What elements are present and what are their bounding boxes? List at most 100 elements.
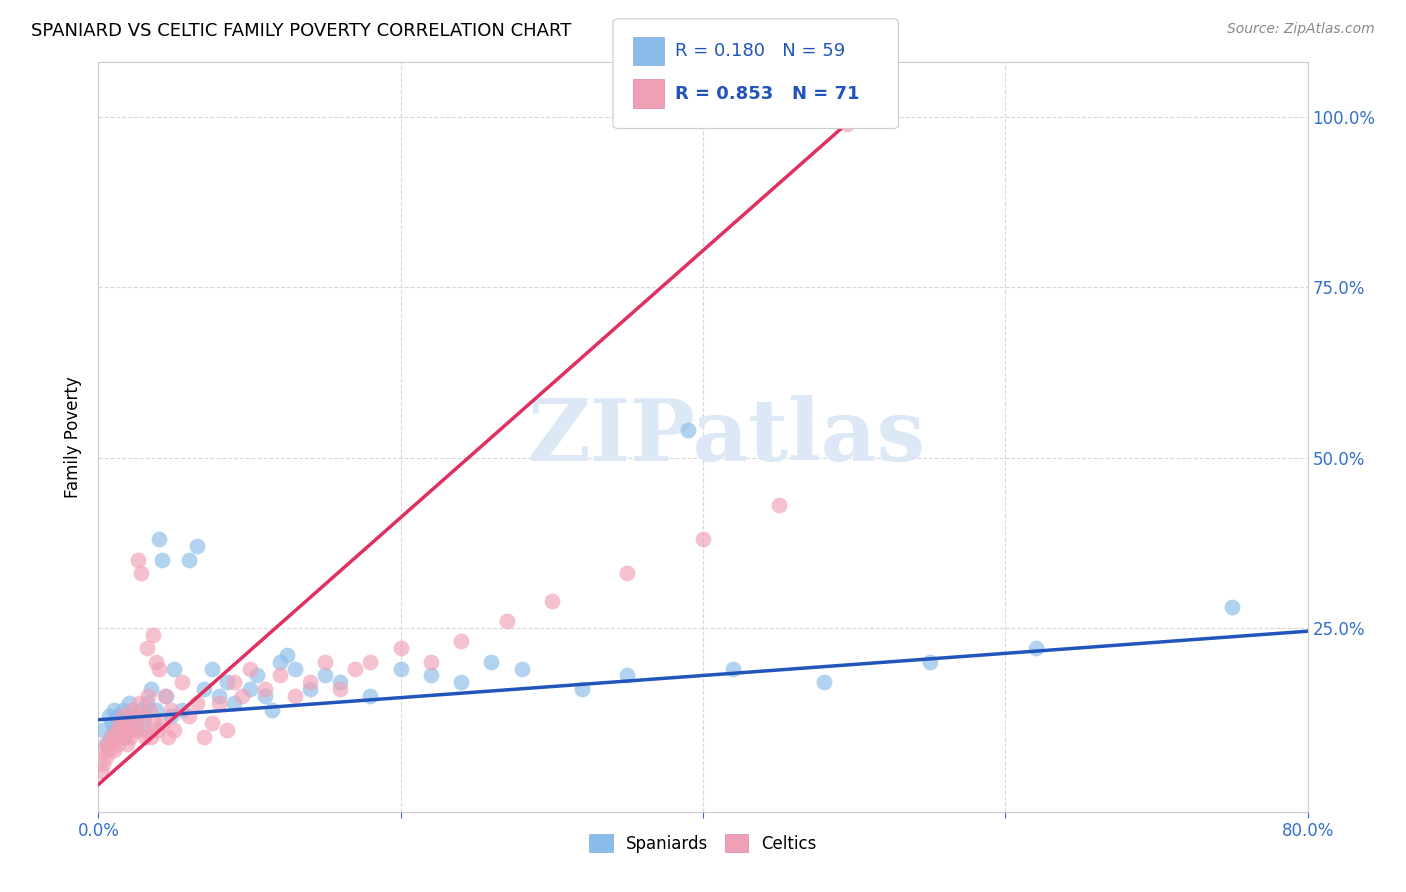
Point <box>253 689 276 703</box>
Point <box>156 730 179 744</box>
Point <box>224 696 246 710</box>
Point <box>108 716 131 731</box>
Point <box>141 730 163 744</box>
Point <box>96 737 118 751</box>
Point <box>90 764 112 778</box>
Point <box>103 702 125 716</box>
Point <box>118 696 141 710</box>
Point <box>239 662 262 676</box>
Point <box>107 737 129 751</box>
Point <box>201 662 224 676</box>
Point <box>420 655 443 669</box>
Point <box>136 689 159 703</box>
Text: R = 0.853   N = 71: R = 0.853 N = 71 <box>675 85 859 103</box>
Point <box>115 716 138 731</box>
Point <box>329 682 352 697</box>
Point <box>110 723 132 737</box>
Point <box>314 655 336 669</box>
Point <box>150 552 173 566</box>
Point <box>284 662 307 676</box>
Point <box>918 655 941 669</box>
Point <box>121 709 143 723</box>
Point <box>100 730 122 744</box>
Point <box>481 655 503 669</box>
Point <box>299 682 322 697</box>
Point <box>329 675 352 690</box>
Point <box>224 675 246 690</box>
Point <box>134 730 156 744</box>
Point <box>98 743 121 757</box>
Point <box>101 716 124 731</box>
Point <box>389 641 412 656</box>
Point <box>616 668 638 682</box>
Point <box>269 655 291 669</box>
Point <box>129 702 152 716</box>
Point <box>112 730 135 744</box>
Point <box>121 702 143 716</box>
Point <box>723 662 745 676</box>
Point <box>98 709 121 723</box>
Point <box>91 757 114 772</box>
Point <box>1024 641 1046 656</box>
Point <box>160 709 183 723</box>
Point <box>128 696 150 710</box>
Point <box>104 730 127 744</box>
Point <box>160 702 183 716</box>
Point <box>114 716 136 731</box>
Text: Source: ZipAtlas.com: Source: ZipAtlas.com <box>1227 22 1375 37</box>
Point <box>112 730 135 744</box>
Point <box>450 634 472 648</box>
Y-axis label: Family Poverty: Family Poverty <box>65 376 83 498</box>
Point <box>145 702 167 716</box>
Point <box>239 682 262 697</box>
Point <box>215 675 238 690</box>
Text: SPANIARD VS CELTIC FAMILY POVERTY CORRELATION CHART: SPANIARD VS CELTIC FAMILY POVERTY CORREL… <box>31 22 571 40</box>
Point <box>93 743 115 757</box>
Point <box>360 689 382 703</box>
Point <box>132 709 155 723</box>
Point <box>132 716 155 731</box>
Point <box>163 662 186 676</box>
Point <box>107 716 129 731</box>
Point <box>91 723 114 737</box>
Point <box>389 662 412 676</box>
Point <box>186 539 208 553</box>
Text: R = 0.180   N = 59: R = 0.180 N = 59 <box>675 42 845 60</box>
Point <box>231 689 253 703</box>
Point <box>120 730 142 744</box>
Point <box>269 668 291 682</box>
Point <box>141 682 163 697</box>
Point <box>179 709 201 723</box>
Point <box>100 730 122 744</box>
Point <box>246 668 269 682</box>
Point <box>495 614 517 628</box>
Point <box>262 702 284 716</box>
Point <box>450 675 472 690</box>
Point <box>768 498 790 512</box>
Point <box>94 750 117 764</box>
Point <box>276 648 298 662</box>
Point <box>201 716 224 731</box>
Point <box>124 709 146 723</box>
Point <box>131 723 153 737</box>
Point <box>110 723 132 737</box>
Point <box>118 723 141 737</box>
Point <box>150 716 173 731</box>
Point <box>101 737 124 751</box>
Point <box>179 552 201 566</box>
Point <box>170 702 193 716</box>
Point <box>193 682 215 697</box>
Point <box>153 689 176 703</box>
Point <box>127 552 149 566</box>
Point <box>571 682 593 697</box>
Point <box>129 566 152 581</box>
Point <box>122 723 145 737</box>
Point <box>139 702 162 716</box>
Text: ZIPatlas: ZIPatlas <box>529 395 927 479</box>
Point <box>105 723 128 737</box>
Point <box>163 723 186 737</box>
Point <box>125 716 148 731</box>
Point <box>115 737 138 751</box>
Point <box>193 730 215 744</box>
Point <box>314 668 336 682</box>
